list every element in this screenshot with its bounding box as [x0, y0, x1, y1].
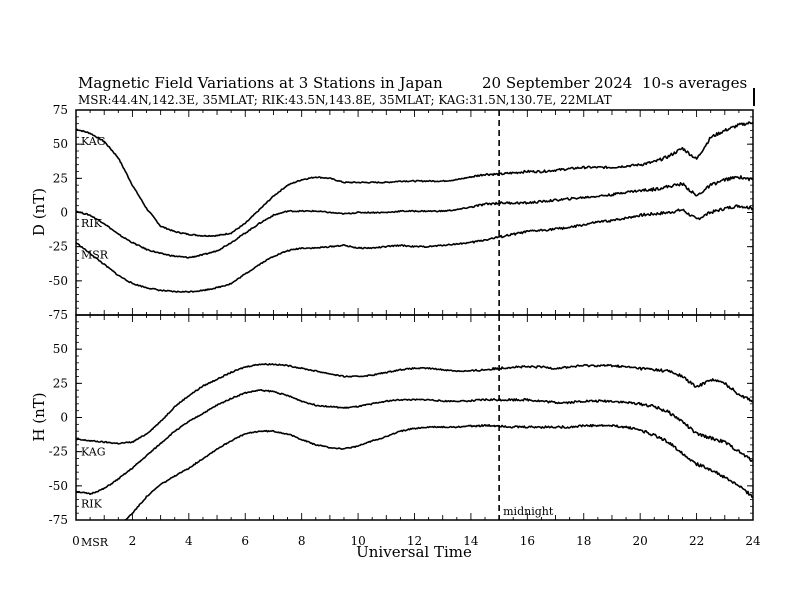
xtick-label: 10 — [350, 534, 365, 548]
d-ytick-label: 0 — [60, 206, 68, 220]
d-ytick-label: 75 — [53, 103, 68, 117]
h-series-rik — [76, 388, 753, 496]
d-station-label-rik: RIK — [81, 217, 103, 230]
h-station-label-rik: RIK — [81, 497, 103, 510]
xtick-label: 14 — [463, 534, 479, 548]
h-ytick-label: -25 — [49, 445, 68, 459]
midnight-label: midnight — [503, 505, 554, 518]
axis-ticks — [75, 109, 754, 521]
h-series-msr — [124, 423, 753, 520]
xtick-label: 4 — [185, 534, 193, 548]
d-series-msr — [76, 204, 753, 294]
h-ytick-label: -75 — [49, 513, 68, 527]
chart-date: 20 September 2024 — [482, 74, 632, 92]
h-station-label-msr: MSR — [81, 536, 109, 549]
h-panel-frame — [75, 314, 754, 521]
d-station-label-msr: MSR — [81, 249, 109, 262]
xtick-label: 20 — [633, 534, 648, 548]
d-panel-ylabel: D (nT) — [30, 188, 48, 236]
xtick-label: 0 — [72, 534, 80, 548]
x-axis-label: Universal Time — [356, 543, 472, 561]
d-ytick-label: -50 — [49, 274, 68, 288]
xtick-label: 22 — [689, 534, 704, 548]
h-series-kag — [76, 362, 753, 445]
chart-title: Magnetic Field Variations at 3 Stations … — [78, 74, 443, 92]
d-ytick-label: 25 — [53, 171, 68, 185]
xtick-label: 18 — [576, 534, 591, 548]
station-coordinates: MSR:44.4N,142.3E, 35MLAT; RIK:43.5N,143.… — [78, 93, 612, 107]
d-series-rik — [76, 175, 753, 259]
xtick-label: 16 — [520, 534, 535, 548]
xtick-label: 24 — [745, 534, 761, 548]
h-ytick-label: 25 — [53, 376, 68, 390]
xtick-label: 6 — [241, 534, 249, 548]
d-ytick-label: -25 — [49, 240, 68, 254]
d-ytick-label: -75 — [49, 308, 68, 322]
xtick-label: 12 — [407, 534, 422, 548]
h-panel-ylabel: H (nT) — [30, 392, 48, 441]
xtick-label: 2 — [129, 534, 137, 548]
h-ytick-label: 50 — [53, 342, 68, 356]
d-series-kag — [76, 121, 753, 238]
d-station-label-kag: KAG — [81, 135, 106, 148]
axis-tick-labels: 75 50 25 0 -25 -50 -75 KAG RIK MSR 50 25 0 -25 -50 -75 0… — [49, 103, 761, 549]
h-ytick-label: -50 — [49, 479, 68, 493]
h-station-label-kag: KAG — [81, 445, 106, 458]
h-ytick-label: 0 — [60, 411, 68, 425]
d-ytick-label: 50 — [53, 137, 68, 151]
chart-averaging: 10-s averages — [642, 74, 747, 92]
series-lines — [76, 121, 753, 520]
xtick-label: 8 — [298, 534, 306, 548]
